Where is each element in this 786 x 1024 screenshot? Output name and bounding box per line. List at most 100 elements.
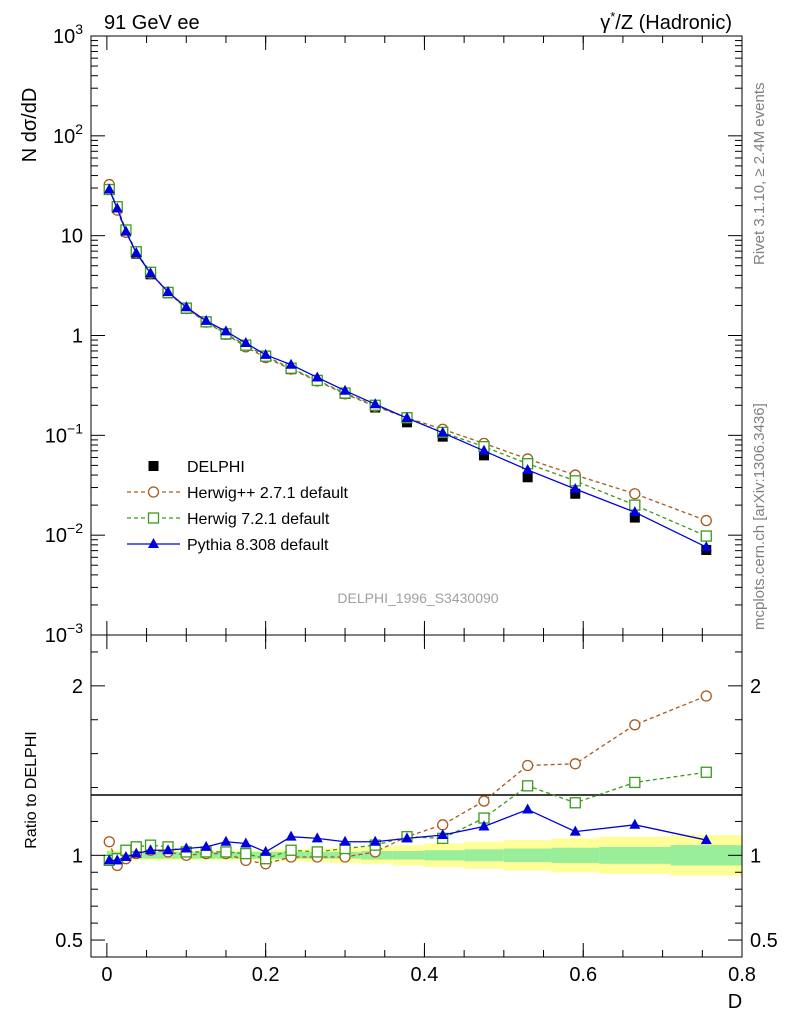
main-line-2 — [108, 189, 707, 537]
main-point-0-18 — [522, 472, 533, 483]
main-point-3-9 — [240, 337, 252, 348]
ratio-point-0-20 — [629, 719, 641, 731]
ratio-point-2-6 — [180, 842, 192, 853]
main-ytick-label-5: 10−2 — [45, 520, 83, 547]
main-point-3-5 — [162, 285, 174, 296]
main-point-1-20 — [629, 488, 641, 500]
header-right-sup: * — [610, 9, 615, 24]
main-point-3-1 — [111, 202, 123, 213]
ratio-point-2-12 — [311, 832, 323, 843]
ratio-point-2-16 — [437, 828, 449, 839]
main-line-3 — [108, 189, 707, 548]
main-point-3-15 — [401, 412, 413, 423]
x-tick-label-0: 0 — [101, 964, 112, 986]
ratio-point-2-13 — [339, 835, 351, 846]
side-text-top: Rivet 3.1.10, ≥ 2.4M events — [751, 83, 768, 266]
ratio-point-2-1 — [111, 854, 123, 865]
main-point-3-3 — [130, 247, 142, 258]
legend-label-1: Herwig++ 2.7.1 default — [187, 485, 349, 502]
ratio-ylabel: Ratio to DELPHI — [23, 731, 40, 848]
ratio-point-2-19 — [569, 825, 581, 836]
main-point-0-19 — [570, 488, 581, 499]
main-series — [103, 178, 712, 556]
ratio-frame — [90, 634, 743, 958]
header-right-prefix: γ — [600, 12, 610, 34]
x-tick-label-3: 0.6 — [569, 964, 597, 986]
ratio-point-2-3 — [130, 847, 142, 858]
ratio-point-2-21 — [700, 834, 712, 845]
ratio-point-1-12 — [311, 846, 323, 858]
ratio-point-2-7 — [200, 840, 212, 851]
ratio-series-2 — [103, 803, 712, 865]
ratio-band — [106, 834, 742, 876]
header-right-suffix: /Z (Hadronic) — [615, 12, 732, 34]
x-tick-label-2: 0.4 — [411, 964, 439, 986]
legend: DELPHI Herwig++ 2.7.1 default Herwig 7.2.1… — [127, 459, 349, 554]
ratio-band-inner-15 — [392, 851, 425, 860]
ratio-point-1-21 — [700, 766, 712, 778]
main-point-3-11 — [285, 358, 297, 369]
ratio-line-0 — [108, 695, 707, 867]
ratio-ytick-label-right-0: 0.5 — [750, 930, 778, 952]
ratio-point-0-21 — [700, 690, 712, 702]
main-point-3-14 — [369, 398, 381, 409]
main-point-0-17 — [478, 450, 489, 461]
legend-label-0: DELPHI — [187, 459, 245, 476]
legend-marker-1 — [147, 486, 160, 498]
main-point-3-6 — [180, 301, 192, 312]
main-point-1-21 — [700, 514, 712, 527]
ratio-point-0-19 — [569, 758, 581, 770]
ratio-band-inner-16 — [424, 850, 465, 861]
main-point-3-17 — [478, 444, 490, 455]
main-point-3-12 — [311, 371, 323, 382]
ratio-series — [103, 690, 712, 872]
ratio-point-2-10 — [260, 845, 272, 856]
side-text-bottom: mcplots.cern.ch [arXiv:1306.3436] — [751, 403, 768, 630]
ratio-point-2-18 — [522, 803, 534, 814]
header-right: γ*/Z (Hadronic) — [600, 9, 732, 34]
ratio-band-inner-21 — [670, 845, 742, 866]
main-ylabel: N dσ/dD — [19, 88, 41, 163]
ratio-ytick-label-1: 1 — [72, 845, 83, 867]
x-axis-label: D — [728, 991, 742, 1013]
ratio-point-2-2 — [120, 851, 132, 862]
main-ytick-label-2: 10 — [61, 226, 83, 248]
ratio-point-2-4 — [145, 844, 157, 855]
ratio-ytick-label-2: 2 — [72, 676, 83, 698]
ratio-point-2-11 — [285, 830, 297, 841]
ratio-point-1-19 — [569, 797, 581, 809]
ratio-point-1-8 — [220, 846, 232, 858]
ratio-ticks: 0.5 0.5 1 1 2 2 0 0.2 0.4 0.6 0.8 — [55, 635, 778, 986]
main-ytick-label-1: 102 — [53, 121, 83, 148]
ratio-point-2-9 — [240, 837, 252, 848]
x-tick-label-4: 0.8 — [728, 964, 756, 986]
main-ytick-label-0: 103 — [53, 21, 83, 48]
ratio-panel: 0.5 0.51 12 20 0.2 0.4 0.6 0.8 Ratio to DELPHI … — [23, 634, 778, 1013]
ratio-point-1-20 — [629, 776, 641, 789]
legend-marker-2 — [147, 512, 160, 524]
ratio-point-1-9 — [240, 847, 252, 860]
main-ytick-label-6: 10−3 — [45, 620, 83, 647]
ratio-band-inner-18 — [503, 848, 552, 863]
main-point-3-20 — [629, 506, 641, 517]
ratio-line-2 — [109, 808, 707, 862]
main-point-0-20 — [629, 512, 640, 523]
main-point-3-2 — [120, 225, 132, 236]
ratio-band-inner-17 — [464, 849, 504, 862]
main-point-3-10 — [260, 348, 272, 359]
ratio-point-2-17 — [478, 820, 490, 831]
main-point-3-21 — [700, 541, 712, 552]
ratio-point-0-16 — [437, 819, 449, 831]
header-left: 91 GeV ee — [104, 12, 200, 34]
ratio-band-inner-19 — [551, 847, 600, 863]
main-point-3-18 — [522, 463, 534, 474]
main-point-3-4 — [145, 267, 157, 278]
watermark: DELPHI_1996_S3430090 — [337, 590, 498, 606]
main-point-3-19 — [569, 483, 581, 494]
main-point-3-13 — [339, 384, 351, 395]
main-point-3-7 — [200, 314, 212, 325]
ratio-point-0-18 — [521, 759, 534, 772]
legend-marker-0 — [148, 461, 159, 471]
